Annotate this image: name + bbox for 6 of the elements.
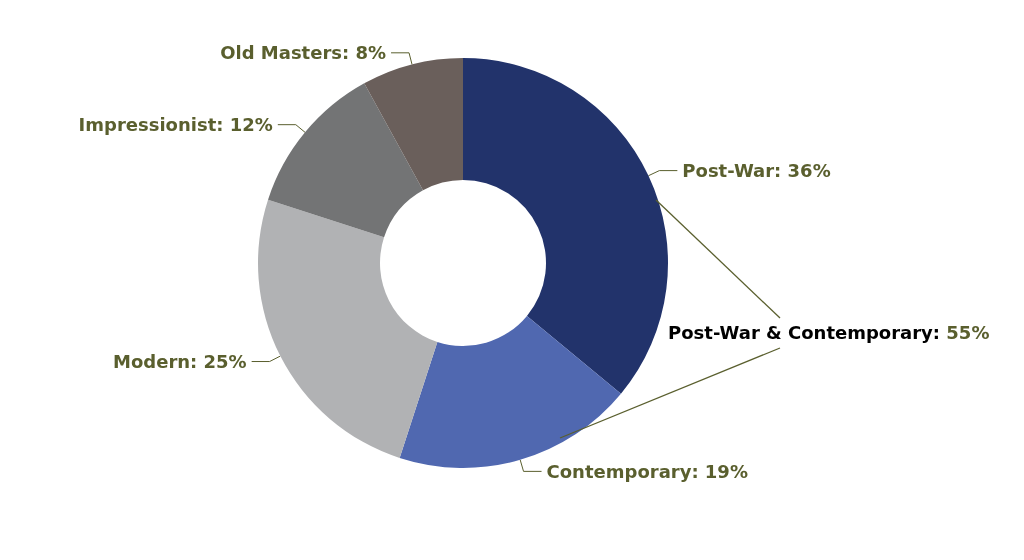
slice-label: Post-War: 36% <box>682 160 831 182</box>
slice-label: Modern: 25% <box>113 351 247 373</box>
text: Post-War & Contemporary: 55% <box>668 322 990 343</box>
slice-label: Impressionist: 12% <box>78 114 273 136</box>
slice-label: Old Masters: 8% <box>220 42 387 64</box>
slice-label: Contemporary: 19% <box>546 460 748 482</box>
